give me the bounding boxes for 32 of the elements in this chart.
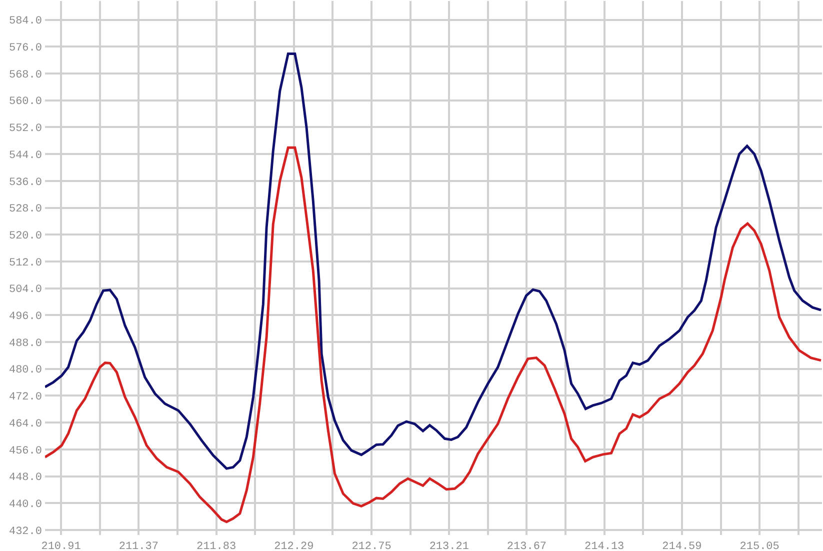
- x-tick-label: 214.59: [662, 541, 702, 551]
- y-tick-label: 496.0: [8, 311, 42, 324]
- x-tick-label: 213.67: [506, 541, 547, 551]
- x-tick-label: 215.05: [740, 541, 780, 551]
- x-tick-label: 212.29: [274, 541, 314, 551]
- y-tick-label: 448.0: [8, 472, 42, 484]
- y-tick-label: 584.0: [8, 16, 42, 28]
- y-tick-label: 464.0: [8, 418, 42, 430]
- x-tick-label: 211.83: [196, 541, 236, 551]
- x-tick-label: 214.13: [584, 541, 624, 551]
- y-tick-label: 504.0: [8, 284, 42, 296]
- y-tick-label: 536.0: [8, 176, 42, 189]
- y-tick-label: 576.0: [8, 42, 42, 54]
- line-series: [45, 146, 822, 524]
- line-series: [45, 52, 822, 470]
- y-tick-label: 560.0: [8, 96, 42, 108]
- y-tick-label: 480.0: [8, 364, 42, 377]
- y-tick-label: 552.0: [8, 123, 42, 136]
- y-tick-label: 440.0: [8, 498, 42, 511]
- y-tick-label: 472.0: [8, 392, 42, 404]
- y-tick-label: 528.0: [8, 204, 42, 216]
- x-tick-label: 213.21: [429, 541, 470, 551]
- y-tick-label: 568.0: [8, 69, 42, 82]
- x-tick-label: 211.37: [118, 541, 158, 551]
- y-tick-label: 432.0: [8, 526, 42, 538]
- y-tick-label: 544.0: [8, 150, 42, 162]
- x-tick-label: 212.75: [352, 541, 392, 551]
- y-tick-label: 512.0: [8, 257, 42, 270]
- x-tick-label: 210.91: [41, 541, 82, 551]
- y-tick-label: 520.0: [8, 230, 42, 242]
- y-tick-label: 456.0: [8, 445, 42, 458]
- y-tick-label: 488.0: [8, 338, 42, 350]
